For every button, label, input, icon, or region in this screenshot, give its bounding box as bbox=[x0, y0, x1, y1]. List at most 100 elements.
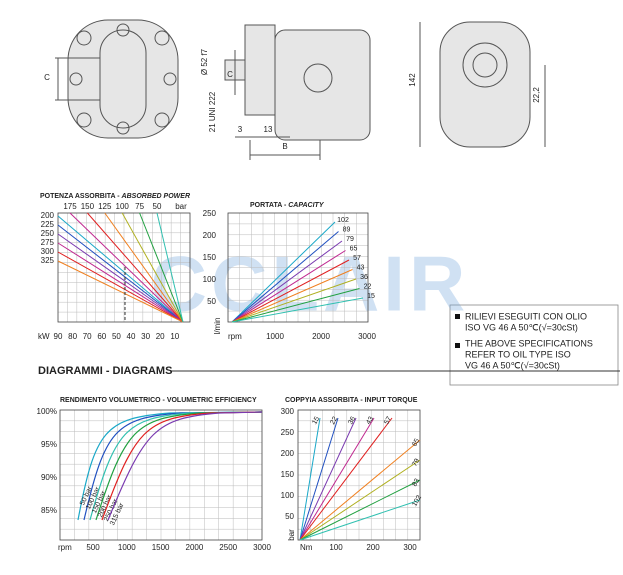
rear-view bbox=[419, 21, 546, 148]
title-text: ABSORBED POWER bbox=[121, 193, 190, 200]
left-label: 85% bbox=[41, 506, 57, 515]
top-label: 75 bbox=[135, 202, 144, 211]
left-label: 300 bbox=[41, 247, 55, 256]
curve bbox=[57, 233, 184, 323]
left-label: 95% bbox=[41, 440, 57, 449]
curve bbox=[299, 417, 339, 541]
curve bbox=[299, 459, 421, 541]
curve bbox=[101, 411, 263, 521]
top-unit: bar bbox=[175, 202, 187, 211]
left-label: 250 bbox=[281, 428, 295, 437]
watermark: CCLAIR bbox=[151, 240, 470, 328]
title-text: CAPACITY bbox=[288, 202, 325, 209]
top-label: 125 bbox=[98, 202, 112, 211]
x-label: 50 bbox=[112, 332, 121, 341]
curve bbox=[231, 269, 353, 323]
x-label: 20 bbox=[156, 332, 165, 341]
x-label: 3000 bbox=[253, 543, 271, 552]
curve bbox=[299, 499, 421, 541]
x-label: 2000 bbox=[312, 332, 330, 341]
curve bbox=[57, 215, 184, 323]
left-label: 200 bbox=[203, 231, 217, 240]
x-label: 1000 bbox=[118, 543, 136, 552]
plot-frame bbox=[59, 409, 263, 541]
curve bbox=[57, 251, 184, 323]
curve bbox=[299, 417, 375, 541]
drawing-label: 13 bbox=[264, 125, 273, 134]
x-label: 80 bbox=[68, 332, 77, 341]
top-label: 150 bbox=[81, 202, 95, 211]
x-label: 70 bbox=[83, 332, 92, 341]
chart-title: POTENZA ASSORBITA - ABSORBED POWER bbox=[40, 193, 190, 200]
plot-frame bbox=[297, 409, 421, 541]
curve-label: 65 bbox=[350, 245, 358, 252]
x-label: 2500 bbox=[219, 543, 237, 552]
section-title: DIAGRAMMI - DIAGRAMS bbox=[38, 365, 172, 377]
curve bbox=[57, 224, 184, 323]
left-label: 325 bbox=[41, 256, 55, 265]
title-text: POTENZA ASSORBITA - bbox=[40, 193, 122, 200]
plot-frame bbox=[227, 212, 369, 323]
x-label: 500 bbox=[86, 543, 100, 552]
left-label: 50 bbox=[207, 297, 216, 306]
y-unit: l/min bbox=[213, 318, 222, 335]
curve bbox=[299, 417, 393, 541]
left-label: 250 bbox=[203, 209, 217, 218]
curve-label: 89 bbox=[343, 226, 351, 233]
x-label: 200 bbox=[366, 543, 380, 552]
drawing-label: Ø 52 f7 bbox=[200, 48, 209, 75]
note-line: REFER TO OIL TYPE ISO bbox=[465, 349, 571, 359]
curve bbox=[231, 221, 336, 323]
curve-label: 79 bbox=[346, 236, 354, 243]
drawing-label: 22,2 bbox=[532, 87, 541, 103]
chart-title: PORTATA - CAPACITY bbox=[250, 202, 325, 209]
curve-label: 15 bbox=[311, 416, 321, 426]
notes-box bbox=[449, 304, 619, 386]
x-label: 100 bbox=[329, 543, 343, 552]
left-label: 90% bbox=[41, 473, 57, 482]
drawing-label: C bbox=[44, 73, 50, 82]
left-label: 275 bbox=[41, 238, 55, 247]
note-line: RILIEVI ESEGUITI CON OLIO bbox=[465, 311, 587, 321]
x-label: 40 bbox=[127, 332, 136, 341]
curve bbox=[95, 411, 263, 521]
left-label: 50 bbox=[285, 512, 294, 521]
x-label: 1000 bbox=[266, 332, 284, 341]
left-label: 100% bbox=[37, 407, 57, 416]
x-label: 10 bbox=[170, 332, 179, 341]
x-label: 3000 bbox=[358, 332, 376, 341]
curve bbox=[83, 411, 263, 521]
curve-label: 79 bbox=[411, 458, 421, 468]
top-label: 50 bbox=[153, 202, 162, 211]
drawing-label: B bbox=[282, 142, 287, 151]
curve bbox=[299, 479, 421, 541]
curve bbox=[107, 411, 263, 521]
curve bbox=[231, 250, 346, 323]
curve bbox=[231, 297, 364, 323]
left-label: 150 bbox=[203, 253, 217, 262]
curve-label: 83 bbox=[411, 478, 421, 488]
curve bbox=[121, 212, 184, 323]
chart-title: RENDIMENTO VOLUMETRICO - VOLUMETRIC EFFI… bbox=[60, 397, 257, 404]
curve bbox=[299, 417, 357, 541]
curve bbox=[57, 242, 184, 323]
curve bbox=[89, 411, 263, 521]
left-label: 200 bbox=[41, 211, 55, 220]
curve bbox=[156, 212, 184, 323]
top-label: 175 bbox=[63, 202, 77, 211]
curve-label: 43 bbox=[357, 264, 365, 271]
x-unit: kW bbox=[38, 332, 50, 341]
curve bbox=[77, 411, 263, 521]
curve-label: 36 bbox=[347, 416, 357, 426]
side-view bbox=[224, 24, 371, 160]
front-view bbox=[55, 19, 179, 139]
curve bbox=[87, 212, 184, 323]
curve-label: 15 bbox=[367, 293, 375, 300]
left-label: 225 bbox=[41, 220, 55, 229]
curve-label: 57 bbox=[353, 255, 361, 262]
curve-label: 102 bbox=[411, 494, 423, 508]
curve bbox=[104, 212, 184, 323]
curve bbox=[299, 439, 421, 541]
curve bbox=[231, 259, 350, 323]
x-unit: rpm bbox=[58, 543, 72, 552]
